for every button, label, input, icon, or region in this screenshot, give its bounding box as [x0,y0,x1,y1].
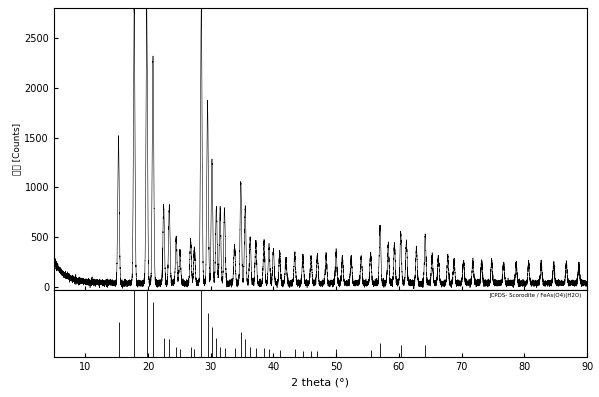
Text: JCPDS- Scorodite / FeAs(O4)(H2O): JCPDS- Scorodite / FeAs(O4)(H2O) [489,293,582,299]
X-axis label: 2 theta (°): 2 theta (°) [292,378,349,388]
Y-axis label: 强度 [Counts]: 强度 [Counts] [13,123,22,175]
